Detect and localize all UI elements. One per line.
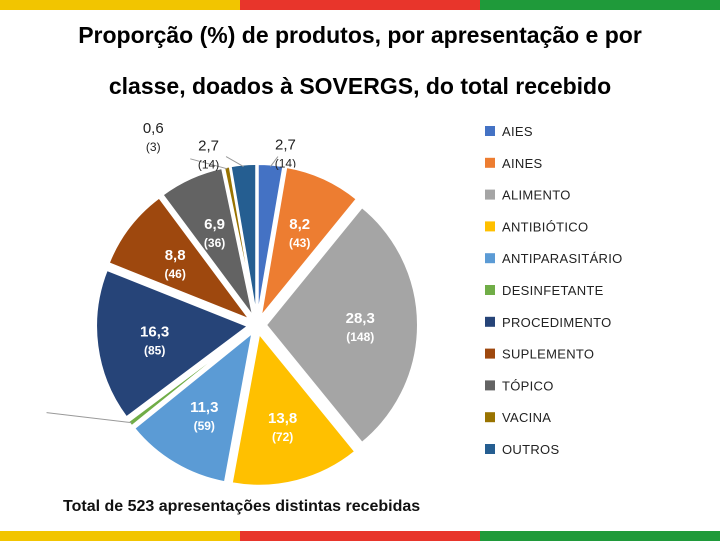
legend-label-10: OUTROS — [502, 442, 559, 457]
legend-swatch-2 — [485, 189, 495, 200]
stripe-yellow — [0, 0, 240, 10]
value-label-4: 11,3 — [190, 399, 218, 416]
pie-slice-1 — [259, 165, 359, 321]
value-label-0: 2,7 — [275, 137, 296, 154]
count-label-6: (85) — [144, 344, 165, 358]
legend-label-4: ANTIPARASITÁRIO — [502, 251, 623, 266]
legend-label-1: AINES — [502, 156, 543, 171]
top-color-stripe — [0, 0, 720, 10]
count-label-3: (72) — [272, 430, 293, 444]
legend-swatch-4 — [485, 253, 495, 264]
value-label-3: 13,8 — [268, 410, 297, 427]
legend-label-0: AIES — [502, 124, 533, 139]
leader-line-5 — [46, 412, 132, 424]
pie-slice-8 — [161, 166, 255, 318]
legend-swatch-10 — [485, 444, 495, 454]
value-label-6: 16,3 — [140, 324, 169, 341]
legend-swatch-5 — [485, 285, 495, 295]
pie-slice-10 — [229, 163, 258, 317]
stripe-yellow — [0, 531, 240, 541]
value-label-2: 28,3 — [346, 310, 375, 327]
count-label-2: (148) — [346, 330, 374, 344]
legend-label-3: ANTIBIÓTICO — [502, 219, 588, 234]
value-label-9: 0,6 — [143, 120, 164, 137]
legend-label-5: DESINFETANTE — [502, 283, 604, 298]
pie-slice-6 — [95, 268, 251, 419]
leader-line-0 — [270, 156, 279, 167]
stripe-red — [240, 531, 480, 541]
legend-label-6: PROCEDIMENTO — [502, 315, 612, 330]
legend-swatch-0 — [485, 126, 495, 136]
legend-swatch-7 — [485, 348, 495, 359]
value-label-1: 8,2 — [289, 216, 310, 233]
legend-swatch-3 — [485, 221, 495, 232]
pie-slice-7 — [107, 196, 253, 322]
total-footnote: Total de 523 apresentações distintas rec… — [63, 498, 421, 515]
stripe-red — [240, 0, 480, 10]
value-label-7: 8,8 — [165, 247, 186, 264]
pie-slice-2 — [264, 205, 419, 445]
pie-slice-0 — [256, 163, 285, 317]
count-label-8: (36) — [204, 236, 225, 250]
leader-line-9 — [190, 158, 228, 170]
pie-slice-4 — [132, 330, 254, 484]
leader-line-10 — [225, 156, 244, 168]
count-label-10: (14) — [198, 158, 219, 172]
pie-slice-3 — [230, 331, 357, 487]
pie-chart: 2,7 (14) 8,2 (43) 28,3 (148) 13,8 (72) 11,3 (59) 0… — [46, 120, 623, 487]
value-label-8: 6,9 — [204, 216, 225, 233]
value-label-10: 2,7 — [198, 138, 219, 155]
legend-label-8: TÓPICO — [502, 378, 554, 393]
legend-swatch-9 — [485, 412, 495, 423]
legend-label-9: VACINA — [502, 410, 551, 425]
count-label-1: (43) — [289, 236, 310, 250]
legend-swatch-1 — [485, 157, 495, 168]
bottom-color-stripe — [0, 531, 720, 541]
count-label-4: (59) — [194, 419, 215, 433]
chart-title-line-1: Proporção (%) de produtos, por apresenta… — [78, 22, 642, 48]
pie-slice-5 — [126, 329, 251, 428]
legend-swatch-8 — [485, 380, 495, 391]
stripe-green — [480, 0, 720, 10]
legend-label-2: ALIMENTO — [502, 188, 571, 203]
count-label-9: (3) — [146, 140, 161, 154]
chart-title-line-2: classe, doados à SOVERGS, do total receb… — [108, 73, 612, 99]
legend-label-7: SUPLEMENTO — [502, 347, 594, 362]
count-label-7: (46) — [164, 267, 185, 281]
stripe-green — [480, 531, 720, 541]
legend-swatch-6 — [485, 316, 495, 327]
